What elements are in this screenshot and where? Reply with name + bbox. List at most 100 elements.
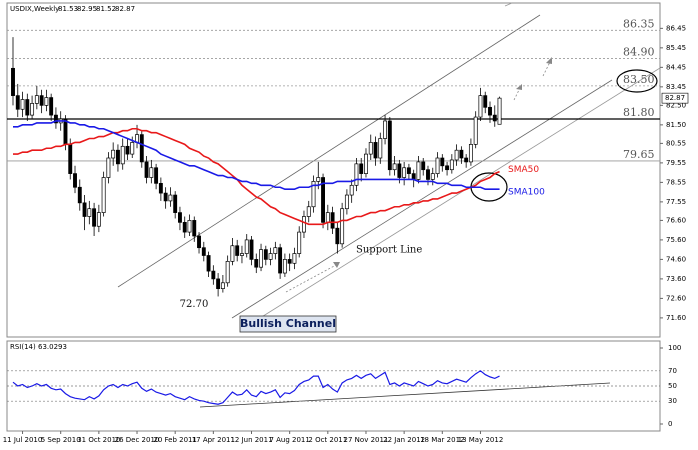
candle-body [120,145,125,165]
candle-body [311,181,316,208]
candle-body [426,169,430,180]
legend-label: SMA100 [508,188,545,198]
highlight-circle [616,69,658,93]
candle-body [378,138,383,159]
y-tick-label: 71.60 [666,314,686,322]
candle-body [292,253,297,264]
y-tick-label: 79.55 [666,159,686,167]
candle-body [39,95,44,106]
candle-body [44,97,49,106]
price-panel [6,2,661,338]
candle-body [287,259,292,264]
candle-body [445,165,450,171]
candle-body [106,157,111,178]
candle-body [259,249,263,268]
candle-body [187,220,192,233]
x-tick-label: 11 Jul 2010 [3,436,43,444]
x-tick-label: 12 Jun 2011 [230,436,272,444]
candle-body [211,270,216,280]
candle-body [263,249,268,260]
candle-body [411,173,416,180]
y-tick-label: 78.55 [666,178,686,186]
y-tick-label: 82.50 [666,101,686,109]
x-tick-label: 31 Oct 2010 [77,436,120,444]
rsi-tick-label: 50 [668,382,677,390]
annotations [117,2,661,408]
candle-body [392,163,397,171]
x-tick-label: 2 Oct 2011 [308,436,347,444]
y-tick-label: 72.60 [666,294,686,302]
candle-body [82,202,87,217]
x-tick-label: 27 Nov 2011 [344,436,389,444]
candle-body [440,157,445,167]
candle-body [349,184,354,196]
candle-body [306,206,311,217]
candle-body [449,159,454,171]
rsi-tick-label: 30 [668,397,677,405]
candle-body [325,212,330,223]
x-tick-label: 17 Apr 2011 [192,436,235,444]
candle-body [101,177,106,213]
x-tick-label: 7 Aug 2011 [269,436,309,444]
candle-body [430,173,435,180]
candle-body [373,142,378,159]
candle-body [421,161,426,171]
candle-body [144,161,149,178]
level-label: 86.35 [623,17,655,30]
candle-body [220,282,225,289]
channel-top [504,2,513,7]
candle-body [383,120,388,139]
channel-mid [259,67,661,319]
symbol-title: USDIX,Weekly [10,5,59,13]
x-tick-label: 22 Jan 2012 [383,436,425,444]
rsi-last: 63.0293 [38,343,67,351]
header-open: 81.53 [58,5,78,13]
candle-body [368,142,373,155]
candle-body [473,116,478,145]
rsi-tick-label: 100 [668,344,681,352]
y-tick-label: 77.55 [666,198,686,206]
candle-body [483,95,488,108]
header-high: 82.95 [77,5,97,13]
candle-body [230,245,235,262]
candle-body [416,161,421,180]
header-low: 81.52 [96,5,116,13]
x-tick-label: 5 Sep 2010 [41,436,81,444]
candle-body [344,194,349,210]
candle-body [273,247,278,254]
sma-line [13,120,500,191]
candle-body [387,120,392,171]
candle-body [111,149,116,159]
candle-body [402,167,407,178]
candle-body [244,239,249,254]
candle-body [20,99,25,110]
candle-body [192,220,197,237]
level-label: 79.65 [623,148,655,161]
candle-body [15,95,20,110]
y-tick-label: 83.45 [666,83,686,91]
level-label: 81.80 [623,106,655,119]
candle-body [168,194,173,202]
candle-body [478,95,483,118]
channel-upper [117,14,541,288]
candle-body [173,194,178,213]
channel-label: Bullish Channel [240,317,336,330]
candle-body [178,212,182,223]
candle-body [34,95,39,104]
candle-body [268,253,273,260]
candle-body [397,163,402,178]
candle-body [302,216,306,233]
candle-body [154,167,159,184]
candle-body [130,142,135,155]
arrow [285,264,337,293]
arrow [542,61,551,77]
candle-body [254,259,259,268]
candle-body [464,157,469,163]
candle-body [364,153,368,174]
candle-body [96,212,101,227]
candle-body [459,149,464,159]
support-line [231,79,613,319]
candle-body [115,149,120,165]
support-label: Support Line [356,245,422,256]
candle-body [197,235,201,249]
